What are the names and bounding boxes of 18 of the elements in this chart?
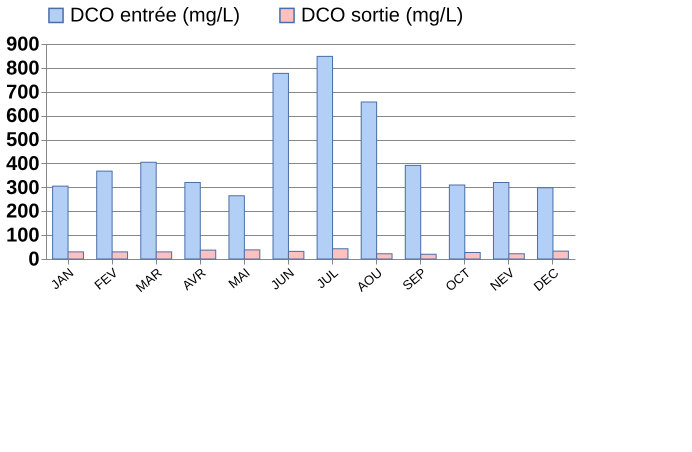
x-tick-label: MAI <box>225 264 253 292</box>
x-tick-label: JUL <box>314 264 341 292</box>
legend-label: DCO entrée (mg/L) <box>70 4 240 26</box>
y-tick-label: 900 <box>6 34 40 56</box>
y-tick-label: 300 <box>6 176 40 199</box>
legend-label: DCO sortie (mg/L) <box>301 4 464 26</box>
y-tick-label: 200 <box>6 200 40 223</box>
y-tick-label: 400 <box>6 152 40 175</box>
y-tick-label: 500 <box>6 129 40 152</box>
y-tick-label: 600 <box>6 105 40 128</box>
x-tick-label: JUN <box>268 264 297 293</box>
y-tick-label: 700 <box>6 81 40 104</box>
y-tick-label: 0 <box>28 248 40 270</box>
x-tick-label: SEP <box>399 264 430 294</box>
y-tick-label: 800 <box>6 57 40 80</box>
x-tick-label: JAN <box>48 264 76 292</box>
x-tick-label: AVR <box>179 264 209 294</box>
y-tick-label: 100 <box>6 224 40 247</box>
